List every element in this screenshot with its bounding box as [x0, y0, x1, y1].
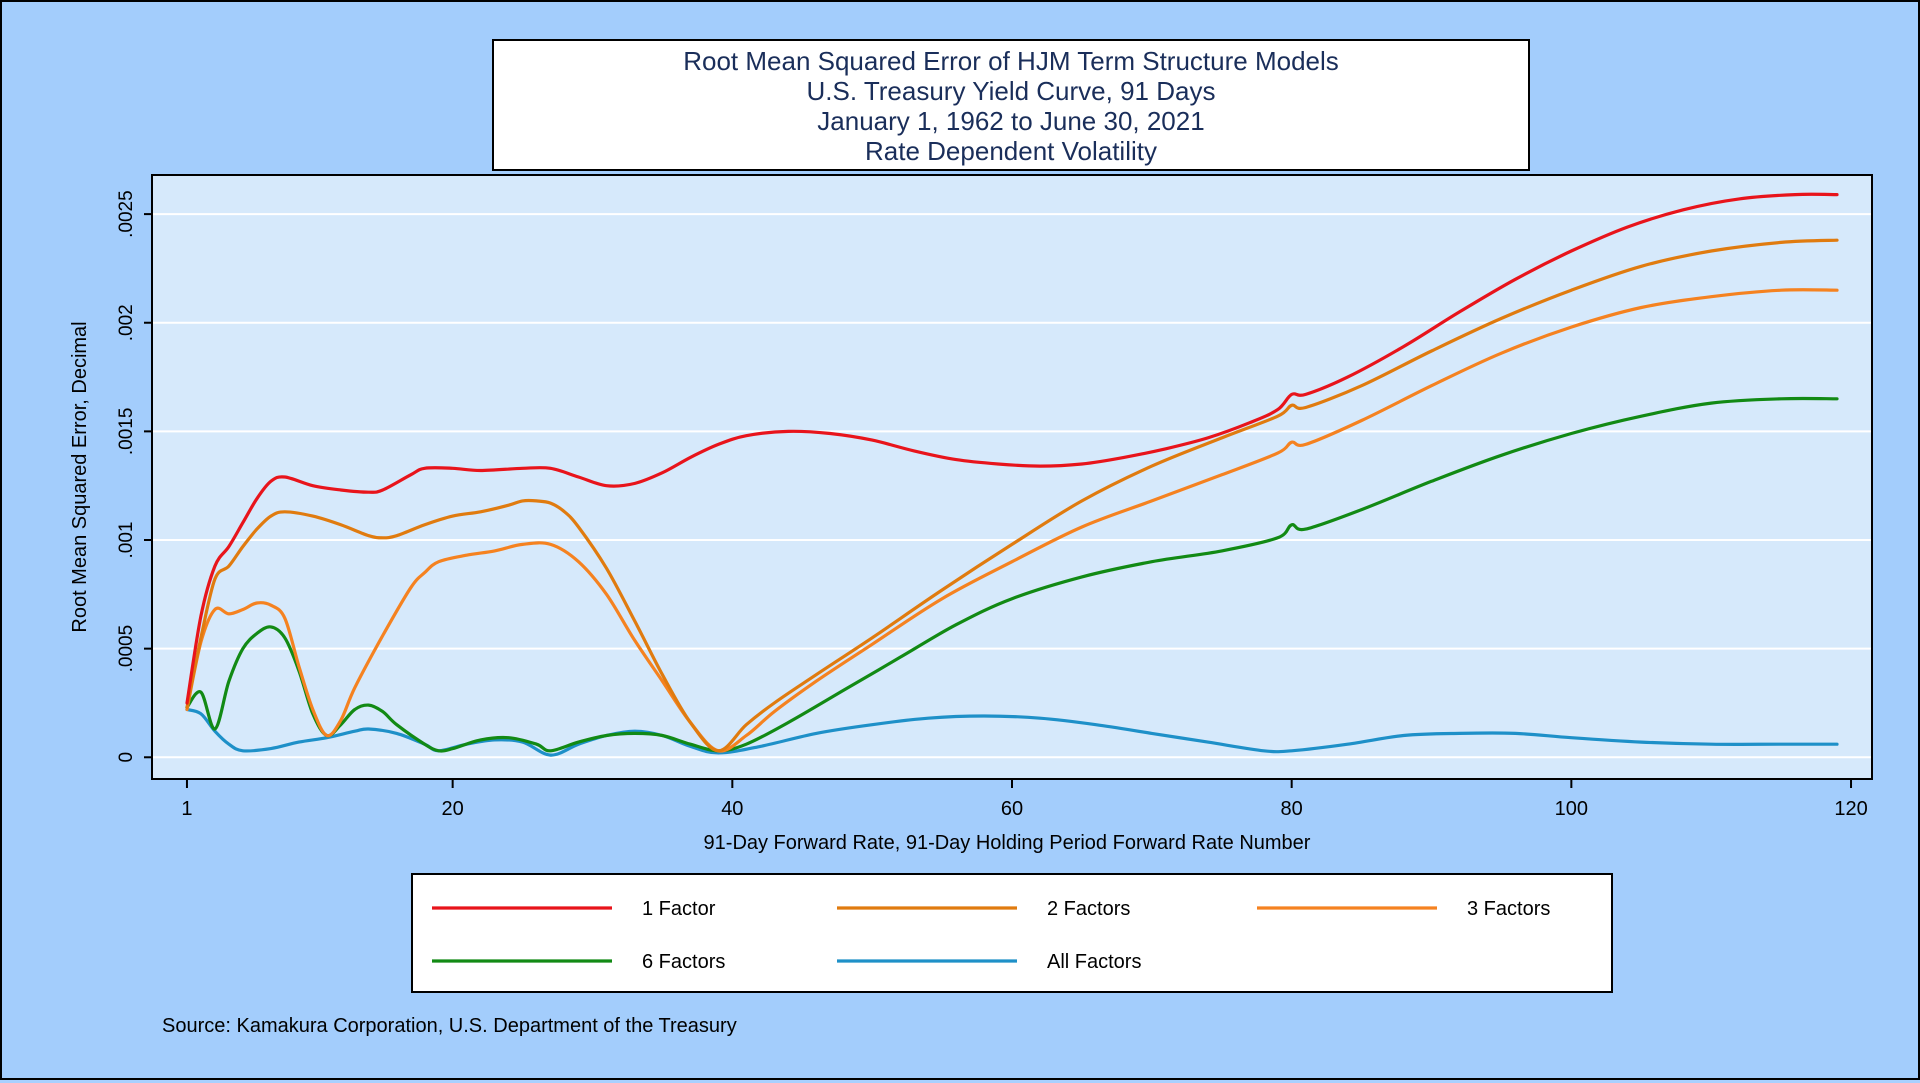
chart-title-line-4: Rate Dependent Volatility [865, 136, 1157, 166]
grid-lines [153, 213, 1871, 759]
legend-label-1-factor: 1 Factor [642, 898, 716, 920]
chart-title-line-2: U.S. Treasury Yield Curve, 91 Days [807, 76, 1216, 106]
x-tick-label: 120 [1834, 798, 1867, 820]
series-line-1-factor [185, 192, 1839, 705]
plot-area [151, 174, 1873, 780]
y-tick-label: .0015 [116, 408, 137, 456]
legend-label-6-factors: 6 Factors [642, 951, 725, 973]
y-tick-label: .001 [116, 522, 137, 559]
legend-box [411, 873, 1613, 993]
x-tick-label: 40 [721, 798, 743, 820]
source-note: Source: Kamakura Corporation, U.S. Depar… [162, 1015, 737, 1037]
chart-title-line-3: January 1, 1962 to June 30, 2021 [817, 106, 1204, 136]
series-line-3-factors [185, 288, 1839, 753]
x-tick-label: 20 [442, 798, 464, 820]
y-tick-label: 0 [116, 752, 137, 763]
legend-label-2-factors: 2 Factors [1047, 898, 1130, 920]
title-box: Root Mean Squared Error of HJM Term Stru… [492, 39, 1530, 171]
legend-items: 1 Factor 2 Factors 3 Factors 6 Factors All F… [432, 898, 1550, 973]
series-lines [185, 192, 1839, 757]
chart-title-line-1: Root Mean Squared Error of HJM Term Stru… [683, 46, 1339, 76]
legend: 1 Factor 2 Factors 3 Factors 6 Factors All F… [411, 873, 1613, 993]
legend-label-3-factors: 3 Factors [1467, 898, 1550, 920]
x-tick-label: 100 [1555, 798, 1588, 820]
series-line-all-factors [185, 707, 1839, 757]
y-tick-label: .002 [116, 304, 137, 341]
x-tick-label: 80 [1281, 798, 1303, 820]
legend-label-all-factors: All Factors [1047, 951, 1141, 973]
x-tick-label: 1 [181, 798, 192, 820]
title-box-border [492, 39, 1530, 171]
y-tick-label: .0025 [116, 190, 137, 238]
series-line-2-factors [185, 238, 1839, 753]
y-tick-label: .0005 [116, 625, 137, 673]
x-tick-label: 60 [1001, 798, 1023, 820]
x-axis-title: 91-Day Forward Rate, 91-Day Holding Peri… [704, 832, 1311, 854]
y-axis-title: Root Mean Squared Error, Decimal [69, 321, 91, 632]
